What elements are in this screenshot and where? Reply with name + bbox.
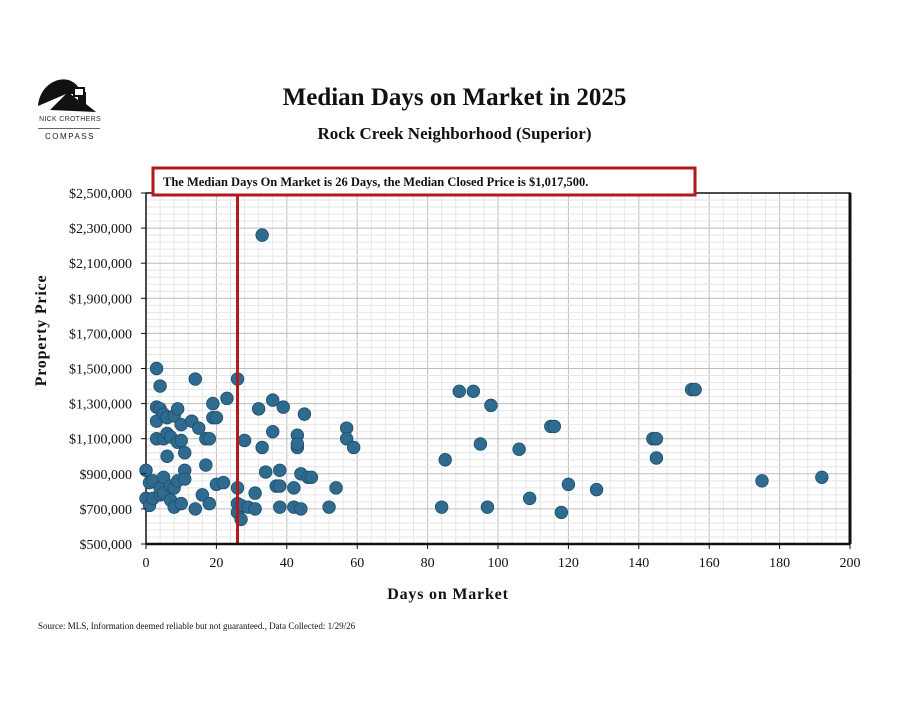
data-point <box>216 475 231 490</box>
x-axis-label: Days on Market <box>387 586 508 603</box>
logo-brand-text: NICK CROTHERS <box>39 116 101 123</box>
x-tick-label: 60 <box>350 556 364 571</box>
data-point <box>178 446 192 460</box>
data-point <box>266 393 280 407</box>
y-tick-label: $1,700,000 <box>69 327 132 342</box>
y-tick-label: $2,500,000 <box>69 187 132 202</box>
data-point <box>266 424 280 439</box>
data-point <box>649 451 664 465</box>
x-tick-label: 200 <box>840 556 861 571</box>
data-point <box>561 477 576 492</box>
y-tick-label: $900,000 <box>80 468 133 483</box>
grid <box>145 192 851 545</box>
logo-company-text: COMPASS <box>45 132 95 141</box>
data-point <box>188 372 202 386</box>
logo-divider <box>38 128 100 129</box>
data-point <box>484 398 498 413</box>
data-point <box>297 407 312 421</box>
data-point <box>220 391 234 406</box>
data-point <box>322 500 336 514</box>
data-point <box>329 481 343 495</box>
data-point <box>258 465 273 479</box>
x-tick-label: 120 <box>558 556 579 571</box>
x-tick-label: 140 <box>628 556 649 571</box>
data-points <box>139 228 829 527</box>
data-point <box>192 421 206 435</box>
data-point <box>290 437 305 451</box>
data-point <box>188 502 202 516</box>
x-tick-label: 40 <box>280 556 294 571</box>
x-tick-label: 160 <box>699 556 720 571</box>
x-axis-ticks: 0 20 40 60 80 100 120 140 160 180 200 <box>143 544 861 571</box>
data-point <box>195 488 210 502</box>
data-point <box>178 472 192 486</box>
data-point <box>170 402 185 416</box>
source-note: Source: MLS, Information deemed reliable… <box>38 621 356 631</box>
brand-logo: NICK CROTHERS COMPASS <box>30 70 110 150</box>
data-point <box>248 486 262 500</box>
data-point <box>287 481 301 495</box>
data-point <box>522 491 537 506</box>
data-point <box>160 449 174 463</box>
data-point <box>255 440 269 455</box>
x-tick-label: 20 <box>209 556 223 571</box>
data-point <box>206 396 220 411</box>
chart-title: Median Days on Market in 2025 <box>282 84 627 111</box>
data-point <box>554 505 569 520</box>
data-point <box>202 496 217 511</box>
data-point <box>294 502 308 516</box>
data-point <box>346 440 361 455</box>
x-tick-label: 180 <box>769 556 790 571</box>
y-tick-label: $700,000 <box>80 503 133 518</box>
data-point <box>199 458 213 472</box>
data-point <box>255 228 269 242</box>
y-tick-label: $2,300,000 <box>69 222 132 237</box>
data-point <box>304 470 319 485</box>
data-point <box>174 433 188 448</box>
annotation-box <box>151 166 697 197</box>
data-point <box>649 432 664 446</box>
y-tick-label: $2,100,000 <box>69 257 132 272</box>
data-point <box>174 496 188 511</box>
data-point <box>156 470 171 485</box>
data-point <box>149 361 164 376</box>
x-tick-label: 100 <box>488 556 509 571</box>
data-point <box>434 500 449 514</box>
data-point <box>153 379 167 393</box>
chart-subtitle: Rock Creek Neighborhood (Superior) <box>317 124 592 143</box>
data-point <box>209 410 224 425</box>
x-tick-label: 80 <box>421 556 435 571</box>
data-point <box>589 482 604 497</box>
data-point <box>547 419 562 434</box>
data-point <box>248 502 262 516</box>
data-point <box>688 382 702 397</box>
data-point <box>512 442 526 456</box>
y-tick-label: $1,100,000 <box>69 433 132 448</box>
data-point <box>237 433 252 448</box>
y-tick-label: $1,900,000 <box>69 292 132 307</box>
data-point <box>815 470 829 485</box>
y-axis-ticks: $500,000 $700,000 $900,000 $1,100,000 $1,300… <box>69 187 146 553</box>
data-point <box>276 400 290 414</box>
y-tick-label: $500,000 <box>80 538 133 553</box>
y-axis-label: Property Price <box>33 275 50 387</box>
data-point <box>273 463 287 477</box>
data-point <box>755 474 769 488</box>
y-tick-label: $1,300,000 <box>69 398 132 413</box>
data-point <box>251 402 266 416</box>
data-point <box>273 500 287 514</box>
data-point <box>466 384 481 399</box>
data-point <box>473 437 488 451</box>
x-tick-label: 0 <box>143 556 150 571</box>
data-point <box>202 432 217 446</box>
data-point <box>339 432 354 446</box>
data-point <box>273 479 287 493</box>
data-point <box>480 500 495 514</box>
data-point <box>438 453 452 467</box>
y-tick-label: $1,500,000 <box>69 363 132 378</box>
annotation-text: The Median Days On Market is 26 Days, th… <box>163 175 588 189</box>
house-logo-icon <box>38 79 96 112</box>
data-point <box>452 384 466 399</box>
